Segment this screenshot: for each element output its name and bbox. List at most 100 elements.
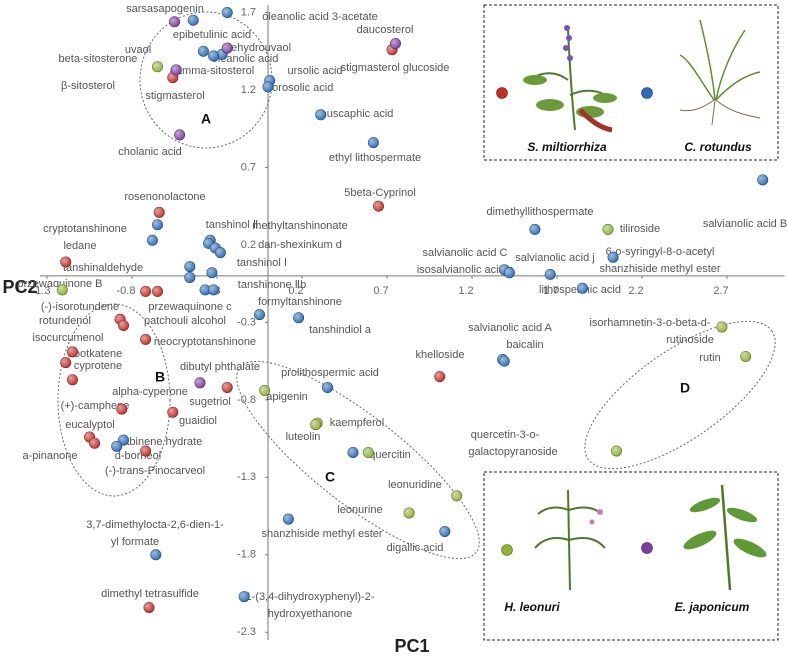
point — [208, 50, 220, 62]
point — [194, 377, 206, 389]
point — [498, 355, 510, 367]
point — [118, 319, 130, 331]
point — [321, 381, 333, 393]
point — [153, 206, 165, 218]
point — [262, 81, 274, 93]
point-label: dibutyl phthalate — [180, 361, 260, 373]
point-label: prolithospermic acid — [281, 367, 379, 379]
point — [716, 321, 728, 333]
point — [347, 447, 359, 459]
point-label: yl formate — [111, 536, 159, 548]
point-label: (+)-camphene — [61, 400, 130, 412]
point-label: neocryptotanshinone — [154, 336, 256, 348]
point-label: isorhamnetin-3-o-beta-d- — [589, 317, 710, 329]
point-label: salvianolic acid j — [515, 252, 594, 264]
point — [372, 200, 384, 212]
point-label: corosolic acid — [267, 82, 334, 94]
point-label: ursolic acid — [287, 65, 342, 77]
x-tick-label: 1.7 — [543, 285, 558, 297]
point-label: stigmasterol glucoside — [341, 62, 450, 74]
point-label: sarsasapogenin — [126, 3, 204, 15]
cluster-label: A — [201, 111, 211, 127]
point — [67, 374, 79, 386]
point-label: dan-shexinkum d — [258, 239, 342, 251]
cluster-label: B — [155, 369, 165, 385]
point — [152, 285, 164, 297]
point-label: tiliroside — [620, 223, 660, 235]
point — [238, 591, 250, 603]
point — [451, 490, 463, 502]
legend-marker — [641, 87, 653, 99]
point — [146, 234, 158, 246]
point-label: leonurine — [337, 504, 382, 516]
point — [282, 513, 294, 525]
point-label: oleanolic acid — [212, 53, 279, 65]
point — [544, 268, 556, 280]
point-label: shanzhiside methyl ester — [599, 263, 720, 275]
y-tick-label: -0.8 — [237, 394, 256, 406]
point-label: salvianolic acid C — [423, 247, 508, 259]
y-tick-label: -2.3 — [237, 626, 256, 638]
point-label: leonuridine — [388, 479, 442, 491]
point — [757, 174, 769, 186]
point-label: epibetulinic acid — [173, 29, 251, 41]
point-label: uvaol — [125, 44, 151, 56]
point-label: przewaquinone c — [148, 301, 232, 313]
point — [434, 371, 446, 383]
point-label: d-borneol — [115, 450, 161, 462]
point — [184, 271, 196, 283]
y-tick-label: -0.3 — [237, 316, 256, 328]
point-label: (-)-trans-Pinocarveol — [105, 465, 205, 477]
point — [170, 64, 182, 76]
point-label: rosenonolactone — [124, 191, 205, 203]
y-tick-label: 0.7 — [241, 161, 256, 173]
point — [152, 61, 164, 73]
cluster-label: D — [680, 380, 690, 396]
point-label: tanshinone Ⅱb — [238, 279, 306, 291]
point — [140, 445, 152, 457]
cluster-label: C — [325, 469, 335, 485]
point — [150, 549, 162, 561]
point — [116, 403, 128, 415]
point — [60, 357, 72, 369]
point — [315, 109, 327, 121]
point-label: eucalyptol — [65, 419, 115, 431]
point — [607, 251, 619, 263]
point — [208, 284, 220, 296]
legend-label: S. miltiorrhiza — [527, 140, 607, 154]
point-label: patchouli alcohol — [144, 315, 226, 327]
point-label: dimethyl tetrasulfide — [101, 588, 199, 600]
x-axis-title: PC1 — [394, 636, 429, 656]
point-label: khelloside — [416, 349, 465, 361]
point — [221, 6, 233, 18]
point-label: formyltanshinone — [258, 296, 342, 308]
point — [140, 285, 152, 297]
point-label: quercetin-3-o- — [471, 429, 540, 441]
point-label: tanshinol Ⅰ — [237, 257, 287, 269]
legend-label: C. rotundus — [684, 140, 752, 154]
point-label: cyprotene — [74, 360, 122, 372]
point-label: (-)-isorotundene — [41, 301, 119, 313]
point-label: digallic acid — [387, 542, 444, 554]
point-label: β-sitosterol — [61, 80, 115, 92]
point-label: tanshinaldehyde — [63, 262, 143, 274]
point — [60, 256, 72, 268]
point-label: baicalin — [506, 339, 543, 351]
legend-label: H. leonuri — [504, 600, 560, 614]
point — [403, 507, 415, 519]
x-tick-label: -1.3 — [32, 285, 51, 297]
x-tick-label: 1.2 — [458, 285, 473, 297]
point-labels: β-sitosterol stigmasterol glucoside roseno… — [17, 3, 787, 620]
point-label: 5beta-Cyprinol — [344, 187, 416, 199]
point — [167, 406, 179, 418]
x-tick-label: 0.2 — [288, 285, 303, 297]
point-label: dehydrouvaol — [225, 42, 291, 54]
point-label: shanzhiside methyl ester — [261, 528, 382, 540]
point — [214, 247, 226, 259]
point-label: salvianolic acid B — [703, 218, 787, 230]
point-label: ledane — [63, 240, 96, 252]
point-label: 3,7-dimethylocta-2,6-dien-1- — [86, 519, 224, 531]
point-label: a-pinanone — [22, 450, 77, 462]
y-tick-label: 1.2 — [241, 84, 256, 96]
